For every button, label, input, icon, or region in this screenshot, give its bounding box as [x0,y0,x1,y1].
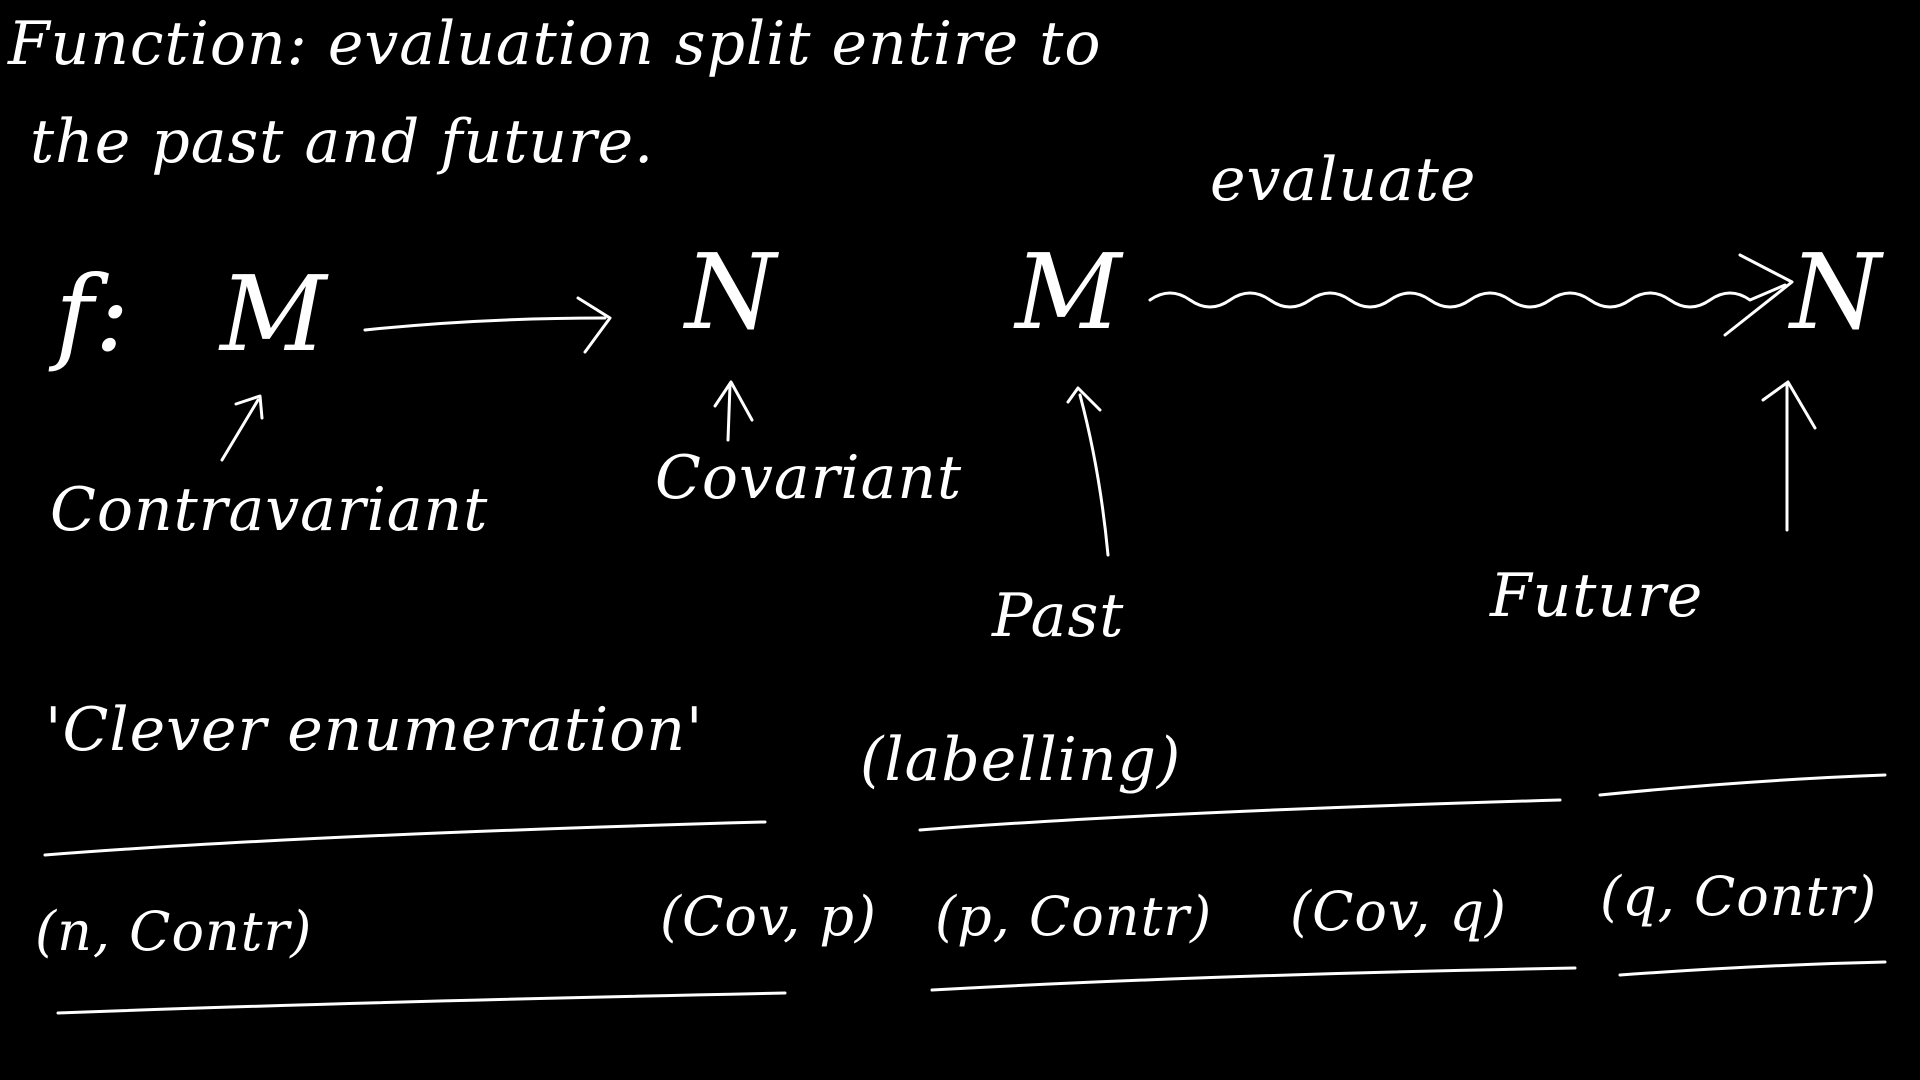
past-arrow [1078,393,1110,557]
covariant-label: Covariant [655,443,963,513]
future-label: Future [1490,561,1704,631]
function-f-label: f: [55,253,131,375]
covariant-pointer-arrow [726,383,732,442]
past-arrow-head [1066,386,1102,412]
domain-m-second: M [1015,231,1123,353]
codomain-n: N [685,231,777,353]
evaluate-arrow-head [1723,253,1794,337]
past-label: Past [992,581,1125,651]
pair-n-contr: (n, Contr) [35,900,313,963]
pair-p-contr: (p, Contr) [935,885,1213,948]
evaluate-label: evaluate [1210,145,1477,215]
domain-m: M [220,253,328,375]
clever-enumeration-label: 'Clever enumeration' [45,695,704,765]
future-arrow-head [1761,380,1817,430]
contravariant-label: Contravariant [50,475,489,545]
pair-q-contr: (q, Contr) [1600,865,1878,928]
map-arrow [363,316,607,332]
covariant-pointer-head [713,380,754,422]
heading-line-1: Function: evaluation split entire to [8,9,1102,79]
underline-middle [930,966,1577,992]
labelling-label: (labelling) [860,725,1182,795]
contravariant-pointer-arrow [220,398,260,462]
map-arrow-head [576,296,612,354]
overline-right [1598,773,1887,797]
overline-left [43,820,767,857]
heading-line-2: the past and future. [30,107,655,177]
contravariant-pointer-head [234,394,264,420]
underline-right [1618,960,1887,977]
codomain-n-second: N [1790,231,1882,353]
overline-middle [918,798,1562,832]
pair-cov-p: (Cov, p) [660,885,877,948]
underline-left [56,991,787,1015]
pair-cov-q: (Cov, q) [1290,880,1507,943]
evaluate-wavy-arrow [1148,283,1787,309]
